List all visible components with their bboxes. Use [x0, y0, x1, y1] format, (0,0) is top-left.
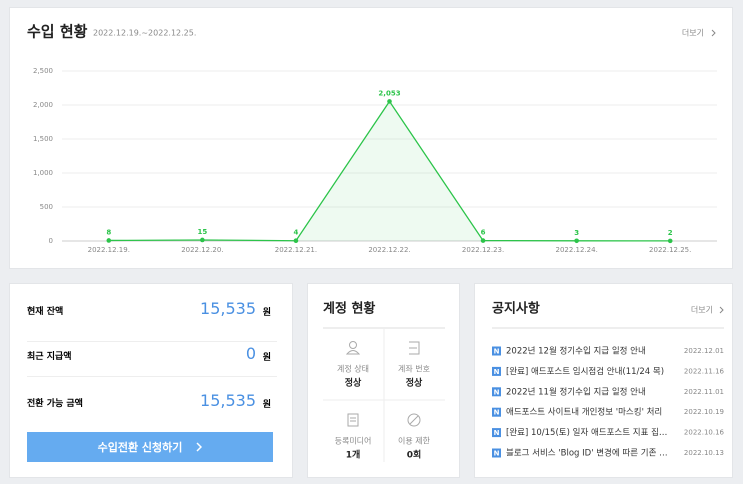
notice-card: 공지사항 더보기 N 2022년 12월 정기수입 지급 일정 안내 2022.12…	[474, 283, 733, 478]
notice-title[interactable]: [완료] 10/15(토) 일자 애드포스트 지표 집…	[506, 427, 667, 438]
chevron	[719, 306, 724, 314]
notice-title[interactable]: 블로그 서비스 'Blog ID' 변경에 따른 기존 …	[506, 448, 668, 459]
icons	[345, 341, 421, 427]
revenue-card: 수입 현황 2022.12.19.~2022.12.25. 더보기 0 500 1,…	[9, 7, 733, 269]
data-label: 15	[197, 228, 207, 236]
cell-value: 정상	[345, 377, 362, 389]
x-tick-label: 2022.12.25.	[649, 246, 691, 254]
notice-title[interactable]: [완료] 애드포스트 임시점검 안내(11/24 목)	[506, 366, 664, 377]
row-amount: 0	[245, 344, 256, 363]
data-label: 3	[574, 229, 579, 237]
x-tick-label: 2022.12.19.	[88, 246, 130, 254]
more-link[interactable]: 더보기	[691, 306, 713, 315]
row-amount: 15,535	[200, 299, 256, 318]
convert-button[interactable]: 수입전환 신청하기	[27, 432, 273, 462]
point	[667, 238, 673, 244]
divider	[27, 341, 277, 342]
cell-label: 등록미디어	[335, 436, 372, 446]
point	[480, 238, 486, 243]
divider	[27, 376, 277, 377]
row-unit: 원	[262, 353, 271, 363]
notice-title[interactable]: 애드포스트 사이트내 개인정보 '마스킹' 처리	[506, 407, 662, 418]
x-tick-label: 2022.12.21.	[275, 246, 317, 254]
account-card: 계정 현황 계정 상태 정상 계좌 번호 정상 등록미디어 1개 이용 제한 0…	[307, 283, 460, 478]
y-tick-label: 0	[49, 237, 53, 245]
cell-label: 계좌 번호	[398, 364, 430, 374]
badge-box	[492, 448, 501, 458]
point	[574, 238, 579, 244]
y-tick-label: 1,000	[33, 169, 53, 177]
point	[200, 237, 205, 243]
cell-label: 계정 상태	[337, 364, 369, 374]
row-unit: 원	[262, 400, 271, 410]
point	[387, 99, 392, 104]
x-tick-label: 2022.12.24.	[555, 246, 597, 254]
chevron	[711, 29, 716, 37]
badge: N	[494, 368, 500, 376]
y-tick-label: 1,500	[33, 135, 53, 143]
badge-box	[492, 387, 501, 397]
badge: N	[494, 388, 500, 396]
data-label: 2,053	[378, 89, 400, 97]
point	[293, 238, 299, 244]
title: 공지사항	[492, 301, 540, 317]
badge: N	[494, 429, 500, 437]
row-amount: 15,535	[200, 391, 256, 410]
badge: N	[494, 348, 500, 356]
cell-value: 0회	[407, 449, 422, 461]
y-tick-label: 2,000	[33, 101, 53, 109]
row-label: 전환 가능 금액	[27, 399, 83, 409]
y-tick-label: 2,500	[33, 67, 53, 75]
title: 계정 현황	[323, 301, 375, 317]
point	[106, 238, 112, 243]
badge-box	[492, 428, 501, 438]
chevron	[196, 442, 203, 452]
badge: N	[494, 409, 500, 417]
balance-card: 현재 잔액 15,535 원 최근 지급액 0 원 전환 가능 금액 15,53…	[9, 283, 293, 478]
x-tick-label: 2022.12.23.	[462, 246, 504, 254]
row-label: 현재 잔액	[27, 307, 64, 317]
x-tick-label: 2022.12.20.	[181, 246, 223, 254]
notice-date: 2022.11.01	[684, 388, 724, 396]
cell-value: 1개	[346, 449, 361, 461]
notice-date: 2022.12.01	[684, 347, 724, 355]
button-label: 수입전환 신청하기	[97, 441, 183, 454]
data-label: 2	[668, 229, 673, 237]
notice-title[interactable]: 2022년 11월 정기수입 지급 일정 안내	[506, 386, 646, 397]
cell-value: 정상	[406, 377, 423, 389]
y-tick-label: 500	[40, 203, 53, 211]
period: 2022.12.19.~2022.12.25.	[93, 29, 196, 38]
badge: N	[494, 450, 500, 458]
notice-title[interactable]: 2022년 12월 정기수입 지급 일정 안내	[506, 346, 646, 357]
notice-date: 2022.10.13	[684, 449, 724, 457]
cell-label: 이용 제한	[398, 436, 431, 446]
badge-box	[492, 346, 501, 356]
badge-box	[492, 407, 501, 417]
row-label: 최근 지급액	[27, 352, 72, 362]
badge-box	[492, 366, 501, 376]
notice-date: 2022.11.16	[684, 367, 725, 375]
row-unit: 원	[262, 308, 271, 318]
notice-panel: 공지사항 더보기 N 2022년 12월 정기수입 지급 일정 안내 2022.12…	[492, 301, 725, 459]
notice-date: 2022.10.16	[684, 429, 725, 437]
title: 수입 현황	[27, 23, 88, 41]
data-label: 4	[293, 229, 298, 237]
data-label: 8	[106, 228, 111, 236]
more-link[interactable]: 더보기	[682, 29, 704, 38]
account-panel: 계정 현황 계정 상태 정상 계좌 번호 정상 등록미디어 1개 이용 제한 0…	[323, 301, 445, 462]
data-label: 6	[481, 229, 486, 237]
x-tick-label: 2022.12.22.	[368, 246, 410, 254]
chart: 수입 현황 2022.12.19.~2022.12.25. 더보기 0 500 1,…	[27, 23, 717, 254]
area	[108, 101, 671, 242]
notice-date: 2022.10.19	[684, 408, 724, 416]
